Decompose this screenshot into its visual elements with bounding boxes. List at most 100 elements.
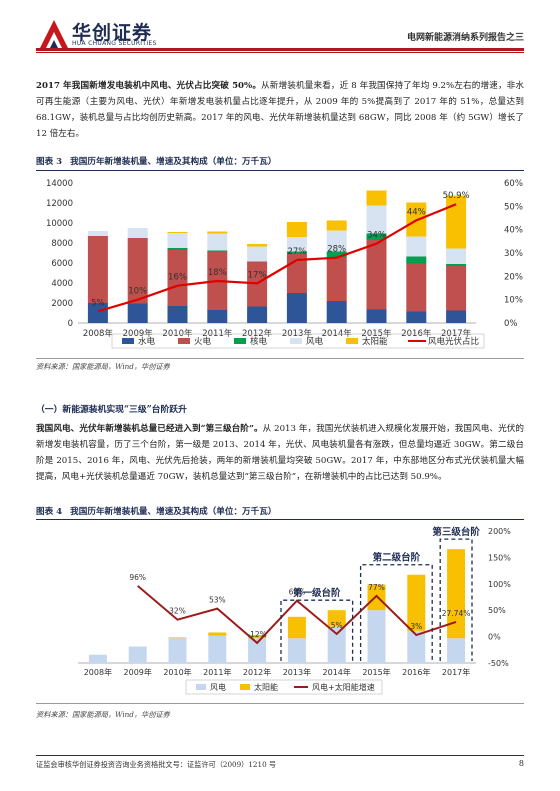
- x-tick-label: 2016年: [402, 667, 430, 677]
- x-tick-label: 2010年: [162, 328, 193, 339]
- line-data-label: 53%: [209, 596, 226, 605]
- y2-tick-label: 100%: [488, 580, 511, 589]
- bar-segment: [168, 638, 187, 663]
- bar-segment: [366, 205, 387, 234]
- bar-segment: [406, 311, 427, 323]
- step-annotation: 第一级台阶: [293, 587, 341, 599]
- bar-segment: [167, 233, 188, 248]
- y2-tick-label: 0%: [488, 633, 501, 642]
- legend-label: 风电光伏占比: [428, 336, 479, 347]
- x-tick-label: 2017年: [442, 667, 470, 677]
- legend-label: 风电+太阳能增速: [312, 682, 375, 692]
- y2-tick-label: 30%: [504, 249, 523, 259]
- legend-label: 太阳能: [254, 682, 278, 692]
- legend-label: 风电: [210, 682, 226, 692]
- line-data-label: 5%: [331, 621, 343, 630]
- bar-segment: [128, 646, 147, 663]
- bar-segment: [247, 306, 268, 323]
- footer-license: 证监会审核华创证券投资咨询业务资格批文号：证监许可（2009）1210 号: [36, 760, 277, 769]
- section-paragraph-lead: 我国风电、光伏年新增装机总量已经进入到“第三级台阶”。: [36, 424, 263, 434]
- figure-4-svg: -50% 0% 50% 100% 150% 200% 2008年 2009年 2010年 2011…: [78, 526, 511, 695]
- bar-segment: [87, 236, 108, 303]
- legend-box: [185, 679, 383, 695]
- legend-label: 太阳能: [362, 336, 388, 347]
- line-data-label: 3%: [410, 622, 422, 631]
- bar-segment: [88, 654, 107, 663]
- bar-segment: [287, 638, 306, 663]
- footer-divider: [36, 755, 524, 756]
- y-tick-label: 2000: [51, 299, 73, 309]
- x-tick-label: 2013年: [282, 328, 313, 339]
- bar-segment: [167, 306, 188, 323]
- x-tick-label: 2009年: [123, 328, 154, 339]
- bar-segment: [407, 630, 426, 663]
- bar-segment: [207, 233, 228, 251]
- x-tick-label: 2012年: [243, 667, 271, 677]
- bar-segment: [287, 616, 306, 639]
- section-paragraph: 我国风电、光伏年新增装机总量已经进入到“第三级台阶”。从 2013 年，我国光伏…: [36, 421, 524, 485]
- y-tick-label: 0: [68, 319, 73, 329]
- bar-segment: [447, 549, 466, 639]
- figure-3-caption: 我国历年新增装机量、增速及其构成（单位：万千瓦）: [70, 157, 277, 167]
- bar-segment: [366, 240, 387, 310]
- x-tick-label: 2017年: [441, 328, 472, 339]
- figure-3-title: 图表 3 我国历年新增装机量、增速及其构成（单位：万千瓦）: [36, 155, 524, 167]
- bar-segment: [127, 238, 148, 304]
- page-header: 华创证券 HUA CHUANG SECURITIES 电网新能源消纳系列报告之三: [0, 0, 560, 64]
- figure-4-bottom-rule: [36, 703, 524, 704]
- y2-tick-label: 0%: [504, 319, 518, 329]
- y2-tick-label: 60%: [504, 179, 523, 189]
- x-tick-label: 2016年: [401, 328, 432, 339]
- bar-segment: [286, 222, 307, 237]
- y-tick-label: 12000: [46, 199, 73, 209]
- bar-segment: [447, 638, 466, 663]
- bar-segment: [207, 231, 228, 234]
- bar-segment: [446, 310, 467, 323]
- y-tick-label: 6000: [51, 259, 73, 269]
- bar-segment: [127, 303, 148, 323]
- legend-swatch: [234, 338, 246, 344]
- bar-segment: [406, 236, 427, 257]
- bar-segment: [406, 263, 427, 312]
- line-data-label: 27%: [287, 247, 306, 257]
- line-data-label: 27.74%: [442, 609, 471, 618]
- x-tick-label: 2014年: [323, 667, 351, 677]
- bar-segment: [446, 195, 467, 249]
- y2-tick-label: 10%: [504, 296, 523, 306]
- line-data-label: 10%: [128, 287, 147, 297]
- y-tick-label: 8000: [51, 239, 73, 249]
- x-tick-label: 2011年: [202, 328, 233, 339]
- legend-swatch: [290, 338, 302, 344]
- y2-tick-label: -50%: [488, 659, 509, 668]
- bar-segment: [248, 634, 267, 639]
- y2-tick-label: 150%: [488, 553, 511, 562]
- bar-segment: [326, 220, 347, 231]
- bar-segment: [286, 237, 307, 252]
- bar-segment: [407, 574, 426, 631]
- x-tick-label: 2015年: [361, 328, 392, 339]
- bar-segment: [327, 610, 346, 627]
- company-name-cn: 华创证券: [72, 22, 153, 44]
- bar-segment: [446, 264, 467, 266]
- bar-segment: [446, 266, 467, 311]
- figure-3-source: 资料来源：国家能源局，Wind，华创证券: [36, 362, 170, 371]
- company-logo-icon: [40, 20, 68, 48]
- legend-label: 风电: [306, 336, 324, 347]
- section-heading: （一）新能源装机实现“三级”台阶跃升: [36, 405, 187, 415]
- x-tick-label: 2009年: [124, 667, 152, 677]
- legend-swatch: [240, 684, 250, 690]
- bar-segment: [326, 230, 347, 252]
- line-data-label: 28%: [327, 245, 346, 255]
- line-data-label: 5%: [91, 298, 105, 308]
- section-paragraph-body: 从 2013 年，我国光伏装机进入规模化发展开始，我国风电、光伏的新增发电装机容…: [36, 424, 524, 482]
- legend-box: [111, 333, 485, 349]
- step-annotation: 第二级台阶: [373, 552, 421, 564]
- legend-swatch: [178, 338, 190, 344]
- bar-segment: [207, 250, 228, 252]
- bar-segment: [207, 310, 228, 323]
- intro-paragraph: 2017 年我国新增发电装机中风电、光伏占比突破 50%。从新增装机量来看，近 …: [36, 78, 524, 142]
- bar-segment: [208, 635, 227, 663]
- figure-4-label: 图表 4: [36, 507, 63, 517]
- line-data-label: 50.9%: [443, 191, 470, 201]
- bar-segment: [326, 251, 347, 257]
